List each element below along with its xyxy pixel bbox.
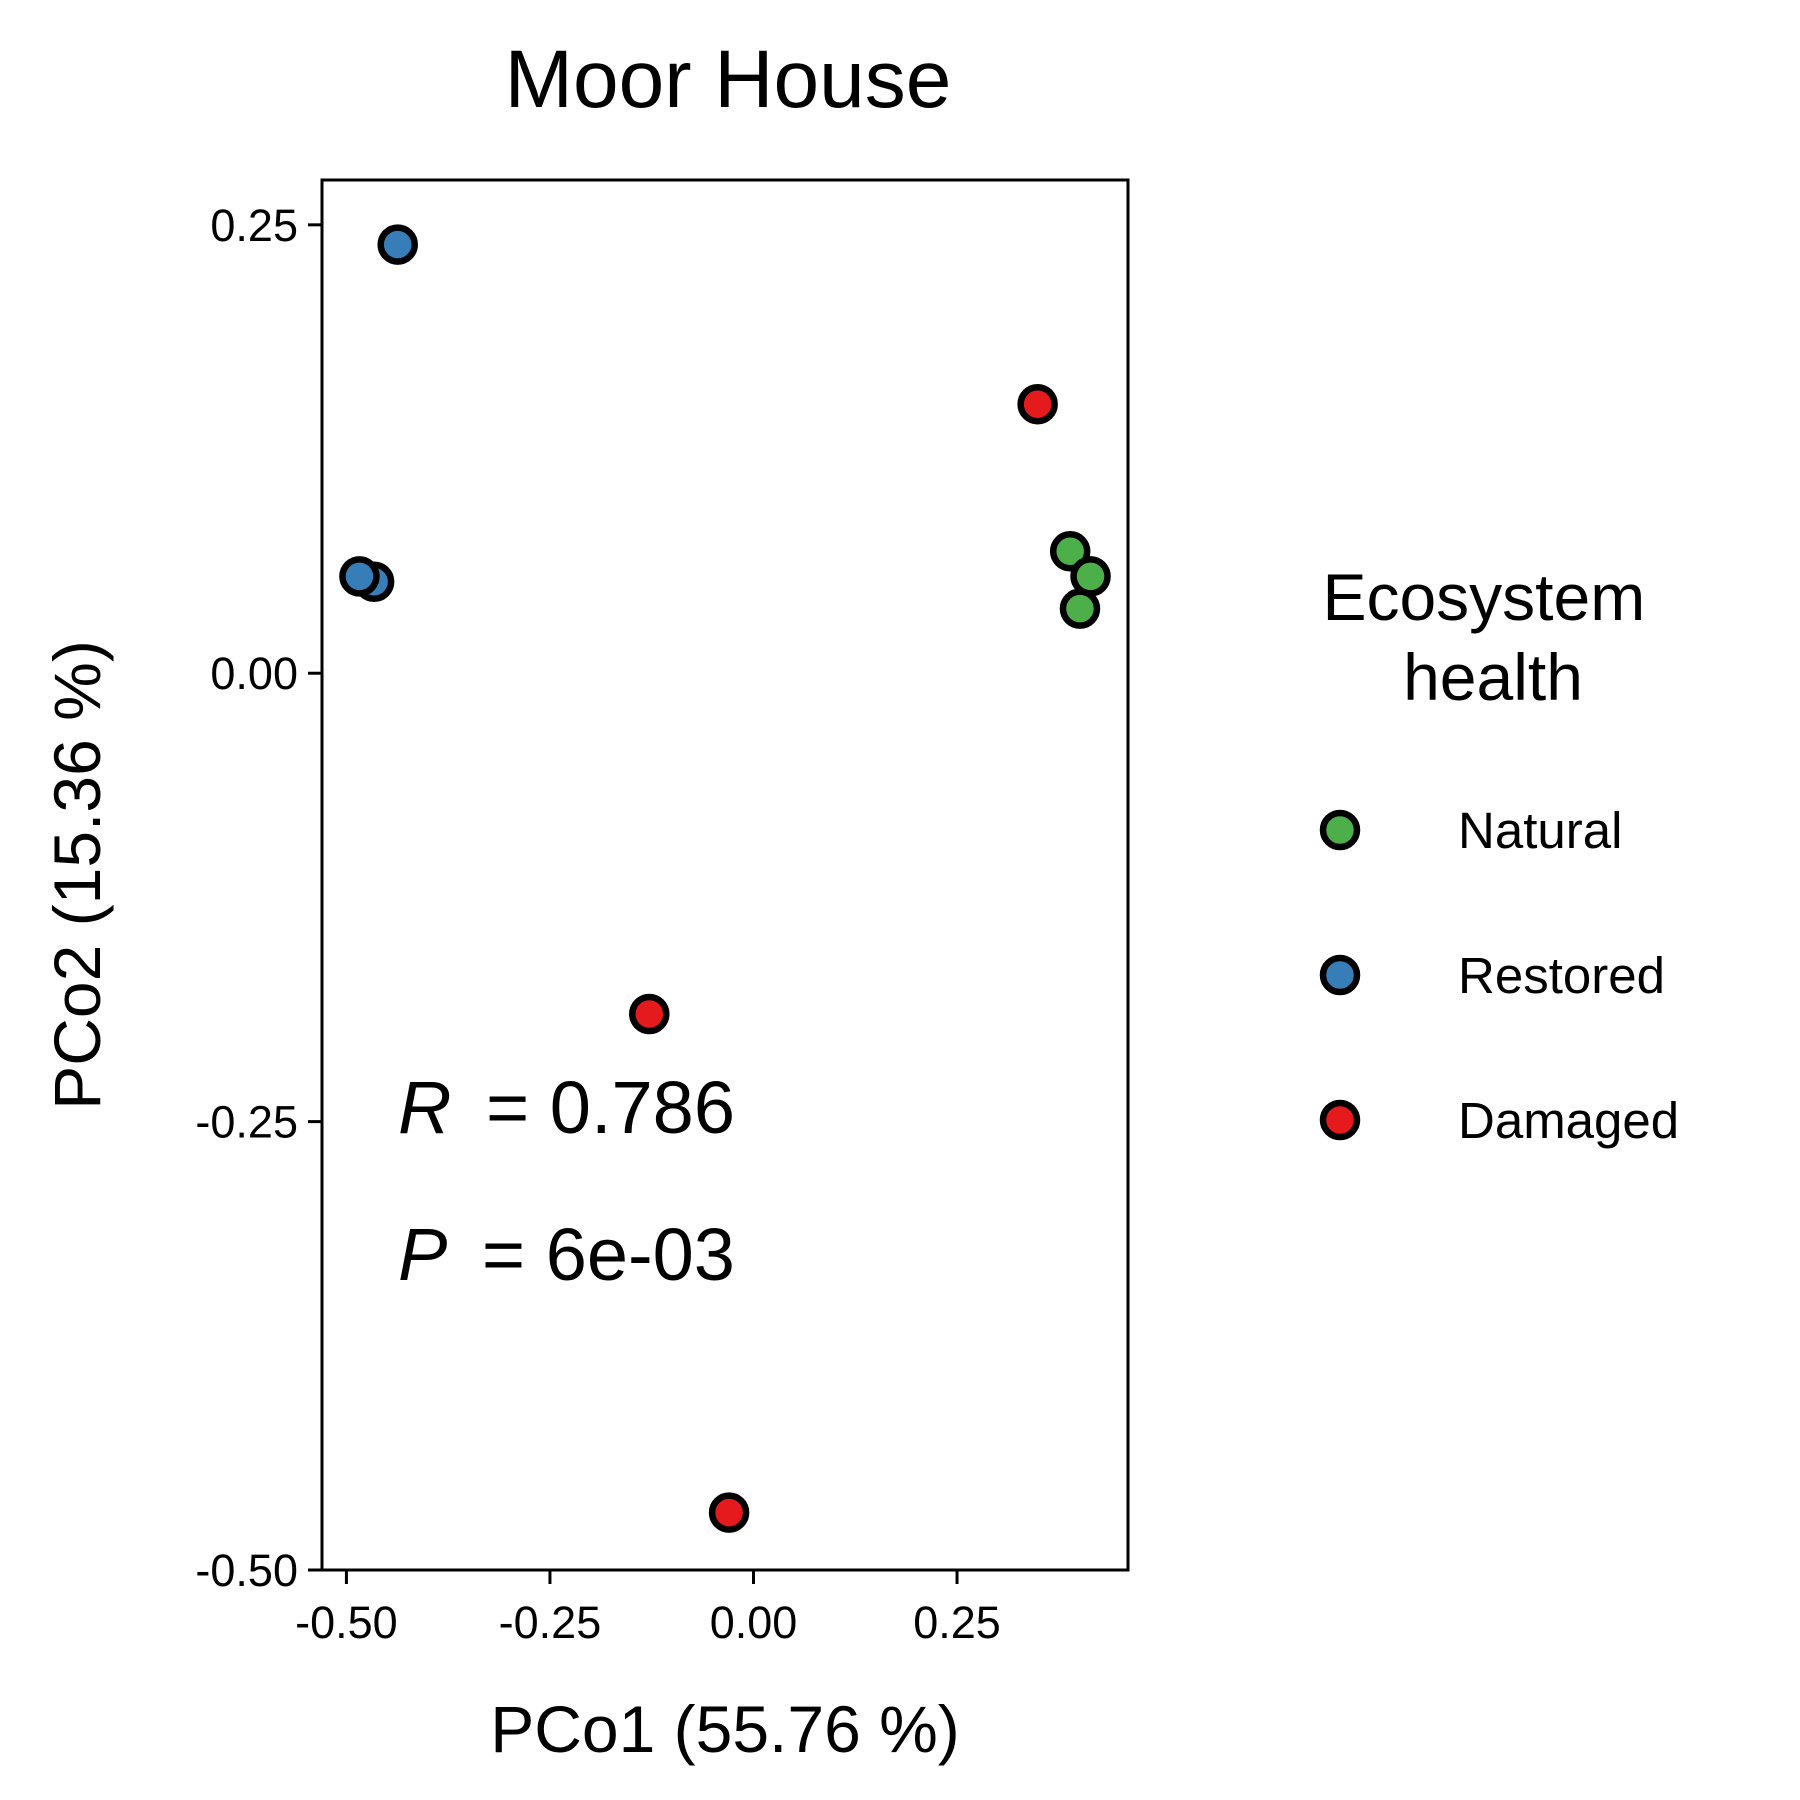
data-points [339, 224, 1111, 1533]
legend-key-natural [1319, 809, 1361, 851]
legend-label-damaged: Damaged [1458, 1092, 1679, 1149]
point-damaged [708, 1492, 750, 1533]
p-symbol: P [398, 1213, 447, 1296]
point-natural [1059, 588, 1101, 629]
x-tick-label: -0.50 [295, 1597, 398, 1648]
x-axis-label: PCo1 (55.76 %) [490, 1692, 960, 1766]
legend-title: Ecosystem health [1322, 560, 1663, 714]
x-tick-label: -0.25 [499, 1597, 602, 1648]
y-axis-label: PCo2 (15.36 %) [40, 640, 114, 1110]
r-symbol: R [398, 1066, 451, 1149]
legend-key-damaged [1319, 1099, 1361, 1141]
y-tick-label: -0.50 [195, 1545, 298, 1596]
plot-frame [320, 178, 1130, 1572]
legend-key-restored [1319, 954, 1361, 996]
y-tick-label: 0.00 [210, 648, 298, 699]
p-value: = 6e-03 [482, 1213, 735, 1296]
r-value: = 0.786 [486, 1066, 735, 1149]
legend-title-line-1: Ecosystem [1322, 560, 1645, 634]
point-natural [1049, 531, 1091, 572]
legend-label-restored: Restored [1458, 947, 1665, 1004]
legend: Ecosystem health Natural Restored Damaged [1319, 560, 1679, 1149]
x-tick-label: 0.25 [913, 1597, 1001, 1648]
y-tick-label: 0.25 [210, 200, 298, 251]
point-natural [1070, 556, 1111, 597]
y-axis: -0.50 -0.25 0.00 0.25 [195, 200, 322, 1596]
x-tick-label: 0.00 [710, 1597, 798, 1648]
legend-label-natural: Natural [1458, 802, 1622, 859]
point-restored [339, 556, 380, 597]
point-restored [377, 224, 418, 265]
point-damaged [629, 993, 670, 1035]
p-annotation: P = 6e-03 [398, 1213, 735, 1296]
legend-title-line-2: health [1403, 640, 1583, 714]
chart-title: Moor House [505, 34, 952, 125]
point-damaged [1017, 383, 1058, 425]
x-axis: -0.50 -0.25 0.00 0.25 [295, 1570, 1001, 1648]
r-annotation: R = 0.786 [398, 1066, 735, 1149]
y-tick-label: -0.25 [195, 1097, 298, 1148]
